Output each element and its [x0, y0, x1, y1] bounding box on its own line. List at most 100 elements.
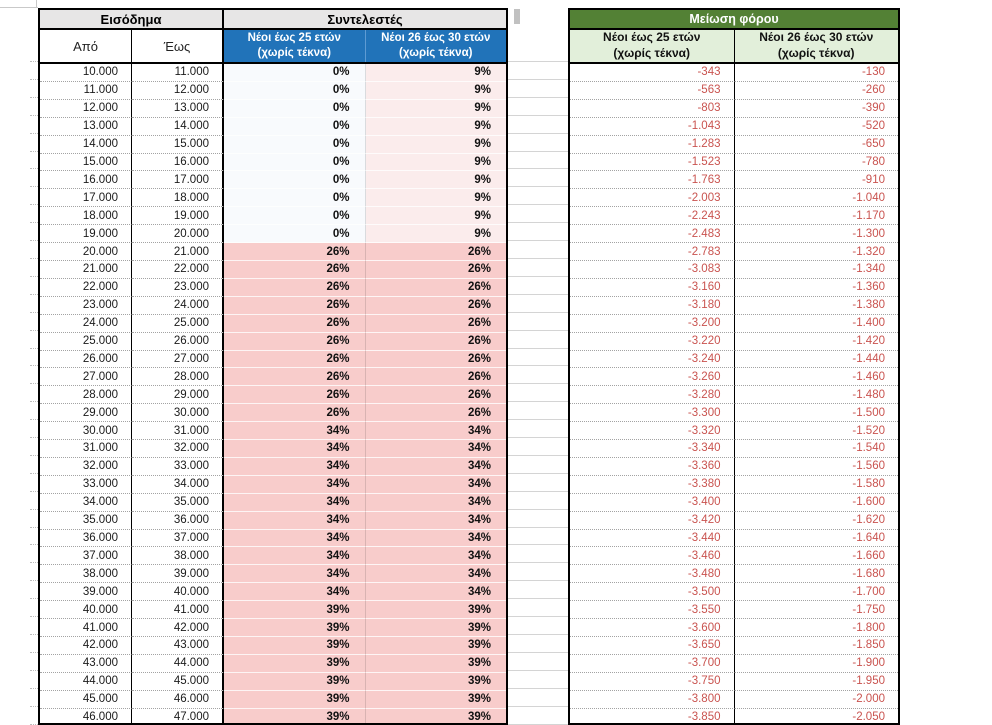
cell-rate-25[interactable]: 0% — [224, 207, 366, 226]
cell-rate-25[interactable]: 26% — [224, 260, 366, 279]
coefficients-header-cell[interactable]: Συντελεστές — [224, 10, 506, 28]
cell-from[interactable]: 29.000 — [40, 404, 132, 423]
cell-reduction-26-30[interactable]: -1.800 — [734, 619, 898, 637]
cell-rate-25[interactable]: 34% — [224, 493, 366, 512]
cell-rate-26-30[interactable]: 26% — [365, 404, 506, 423]
cell-from[interactable]: 18.000 — [40, 207, 132, 226]
cell-reduction-26-30[interactable]: -650 — [734, 135, 898, 154]
cell-reduction-26-30[interactable]: -1.320 — [734, 243, 898, 261]
cell-to[interactable]: 47.000 — [132, 708, 224, 723]
cell-rate-25[interactable]: 26% — [224, 243, 366, 261]
cell-to[interactable]: 21.000 — [132, 243, 224, 261]
cell-from[interactable]: 10.000 — [40, 64, 132, 82]
cell-reduction-25[interactable]: -3.420 — [570, 511, 735, 530]
cell-to[interactable]: 46.000 — [132, 690, 224, 709]
cell-reduction-26-30[interactable]: -520 — [734, 117, 898, 136]
cell-to[interactable]: 12.000 — [132, 81, 224, 100]
cell-to[interactable]: 28.000 — [132, 368, 224, 387]
cell-rate-26-30[interactable]: 39% — [365, 690, 506, 709]
cell-from[interactable]: 37.000 — [40, 547, 132, 566]
cell-from[interactable]: 31.000 — [40, 440, 132, 458]
cell-reduction-26-30[interactable]: -1.700 — [734, 583, 898, 602]
cell-reduction-26-30[interactable]: -1.500 — [734, 404, 898, 423]
cell-to[interactable]: 24.000 — [132, 296, 224, 315]
cell-reduction-26-30[interactable]: -1.750 — [734, 601, 898, 620]
cell-rate-26-30[interactable]: 26% — [365, 296, 506, 315]
cell-from[interactable]: 14.000 — [40, 135, 132, 154]
cell-rate-25[interactable]: 0% — [224, 81, 366, 100]
cell-to[interactable]: 17.000 — [132, 171, 224, 190]
cell-rate-26-30[interactable]: 9% — [365, 189, 506, 208]
cell-rate-25[interactable]: 26% — [224, 332, 366, 351]
cell-from[interactable]: 41.000 — [40, 619, 132, 637]
cell-reduction-25[interactable]: -3.460 — [570, 547, 735, 566]
cell-rate-25[interactable]: 34% — [224, 422, 366, 441]
cell-to[interactable]: 18.000 — [132, 189, 224, 208]
cell-reduction-26-30[interactable]: -1.580 — [734, 475, 898, 494]
cell-reduction-25[interactable]: -2.783 — [570, 243, 735, 261]
cell-rate-25[interactable]: 34% — [224, 547, 366, 566]
cell-reduction-25[interactable]: -3.280 — [570, 386, 735, 405]
cell-reduction-26-30[interactable]: -1.900 — [734, 654, 898, 673]
cell-reduction-26-30[interactable]: -1.850 — [734, 637, 898, 655]
cell-from[interactable]: 33.000 — [40, 475, 132, 494]
cell-to[interactable]: 30.000 — [132, 404, 224, 423]
cell-rate-25[interactable]: 34% — [224, 583, 366, 602]
cell-reduction-25[interactable]: -1.283 — [570, 135, 735, 154]
cell-rate-26-30[interactable]: 26% — [365, 386, 506, 405]
cell-reduction-26-30[interactable]: -910 — [734, 171, 898, 190]
cell-rate-25[interactable]: 0% — [224, 189, 366, 208]
cell-reduction-25[interactable]: -803 — [570, 99, 735, 118]
cell-from[interactable]: 13.000 — [40, 117, 132, 136]
cell-rate-26-30[interactable]: 9% — [365, 225, 506, 244]
cell-reduction-26-30[interactable]: -260 — [734, 81, 898, 100]
cell-to[interactable]: 11.000 — [132, 64, 224, 82]
cell-from[interactable]: 39.000 — [40, 583, 132, 602]
cell-reduction-25[interactable]: -3.380 — [570, 475, 735, 494]
cell-reduction-26-30[interactable]: -1.680 — [734, 565, 898, 584]
cell-rate-26-30[interactable]: 9% — [365, 64, 506, 82]
cell-reduction-25[interactable]: -3.480 — [570, 565, 735, 584]
income-header-cell[interactable]: Εισόδημα — [40, 10, 224, 28]
cell-reduction-25[interactable]: -3.800 — [570, 690, 735, 709]
cell-reduction-25[interactable]: -3.700 — [570, 654, 735, 673]
cell-rate-26-30[interactable]: 39% — [365, 619, 506, 637]
cell-rate-26-30[interactable]: 9% — [365, 153, 506, 172]
cell-rate-25[interactable]: 0% — [224, 171, 366, 190]
cell-rate-26-30[interactable]: 9% — [365, 171, 506, 190]
cell-reduction-26-30[interactable]: -1.040 — [734, 189, 898, 208]
cell-rate-25[interactable]: 39% — [224, 672, 366, 691]
cell-reduction-25[interactable]: -3.083 — [570, 260, 735, 279]
cell-to[interactable]: 14.000 — [132, 117, 224, 136]
cell-to[interactable]: 42.000 — [132, 619, 224, 637]
cell-rate-25[interactable]: 0% — [224, 99, 366, 118]
cell-rate-25[interactable]: 26% — [224, 314, 366, 333]
cell-from[interactable]: 44.000 — [40, 672, 132, 691]
cell-rate-26-30[interactable]: 9% — [365, 117, 506, 136]
cell-to[interactable]: 40.000 — [132, 583, 224, 602]
cell-rate-25[interactable]: 34% — [224, 565, 366, 584]
cell-reduction-26-30[interactable]: -1.640 — [734, 529, 898, 548]
cell-from[interactable]: 40.000 — [40, 601, 132, 620]
cell-reduction-25[interactable]: -3.600 — [570, 619, 735, 637]
cell-rate-26-30[interactable]: 34% — [365, 565, 506, 584]
cell-to[interactable]: 13.000 — [132, 99, 224, 118]
cell-reduction-26-30[interactable]: -390 — [734, 99, 898, 118]
cell-reduction-26-30[interactable]: -1.520 — [734, 422, 898, 441]
cell-rate-26-30[interactable]: 9% — [365, 99, 506, 118]
cell-rate-26-30[interactable]: 39% — [365, 672, 506, 691]
cell-reduction-25[interactable]: -3.260 — [570, 368, 735, 387]
cell-reduction-25[interactable]: -2.003 — [570, 189, 735, 208]
cell-rate-25[interactable]: 39% — [224, 601, 366, 620]
cell-to[interactable]: 34.000 — [132, 475, 224, 494]
cell-to[interactable]: 38.000 — [132, 547, 224, 566]
cell-to[interactable]: 45.000 — [132, 672, 224, 691]
cell-reduction-26-30[interactable]: -1.540 — [734, 440, 898, 458]
cell-from[interactable]: 17.000 — [40, 189, 132, 208]
cell-reduction-25[interactable]: -3.180 — [570, 296, 735, 315]
cell-to[interactable]: 23.000 — [132, 278, 224, 297]
cell-from[interactable]: 43.000 — [40, 654, 132, 673]
cell-reduction-26-30[interactable]: -1.440 — [734, 350, 898, 369]
cell-to[interactable]: 44.000 — [132, 654, 224, 673]
reduction-age26-30-column-header[interactable]: Νέοι 26 έως 30 ετών (χωρίς τέκνα) — [734, 30, 898, 62]
